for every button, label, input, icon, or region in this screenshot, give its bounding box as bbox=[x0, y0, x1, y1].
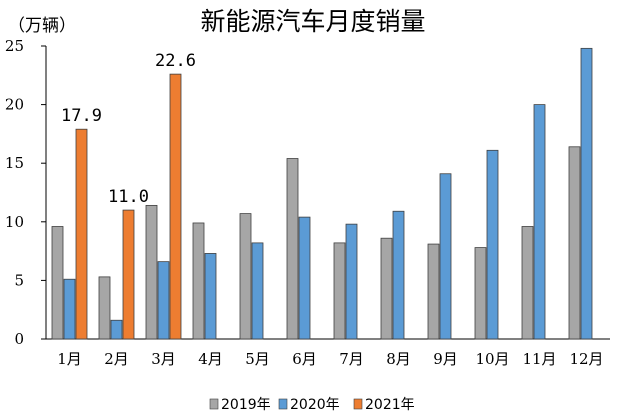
bar-2020年-5月 bbox=[251, 242, 264, 340]
y-tick-label: 10 bbox=[5, 213, 24, 231]
legend: 2019年 2020年 2021年 bbox=[209, 397, 415, 413]
y-tick-label: 20 bbox=[5, 96, 24, 114]
bar-2019年-1月 bbox=[51, 226, 64, 340]
bar-2020年-8月 bbox=[392, 210, 405, 340]
bar-2020年-3月 bbox=[157, 261, 170, 340]
bar-2019年-9月 bbox=[427, 243, 440, 340]
bar-2020年-6月 bbox=[298, 216, 311, 340]
y-tick-labels: 0 5 10 15 20 25 bbox=[5, 37, 46, 348]
x-tick-label: 8月 bbox=[386, 350, 411, 368]
bar-2019年-10月 bbox=[474, 247, 487, 340]
legend-label-2020年: 2020年 bbox=[290, 397, 340, 413]
y-tick-label: 5 bbox=[14, 271, 24, 289]
x-tick-label: 12月 bbox=[569, 350, 603, 368]
x-tick-label: 6月 bbox=[292, 350, 317, 368]
x-tick-label: 9月 bbox=[433, 350, 458, 368]
x-tick-label: 2月 bbox=[104, 350, 129, 368]
bar-2019年-5月 bbox=[239, 213, 252, 340]
bar-2019年-4月 bbox=[192, 222, 205, 340]
x-tick-label: 3月 bbox=[151, 350, 176, 368]
bar-2019年-11月 bbox=[521, 226, 534, 340]
x-tick-label: 7月 bbox=[339, 350, 364, 368]
bar-2020年-9月 bbox=[439, 173, 452, 340]
bar-2021年-1月 bbox=[75, 128, 88, 340]
data-label: 22.6 bbox=[155, 51, 196, 71]
x-tick-label: 1月 bbox=[57, 350, 82, 368]
bar-2020年-4月 bbox=[204, 253, 217, 340]
bar-2019年-3月 bbox=[145, 204, 158, 340]
y-tick-label: 25 bbox=[5, 37, 24, 55]
x-tick-label: 4月 bbox=[198, 350, 223, 368]
data-labels: 17.9 11.0 22.6 bbox=[61, 51, 196, 207]
y-tick-label: 15 bbox=[5, 154, 24, 172]
y-unit-label: （万辆） bbox=[8, 16, 76, 36]
bar-2020年-12月 bbox=[580, 47, 593, 340]
bar-2019年-6月 bbox=[286, 158, 299, 340]
data-label: 11.0 bbox=[108, 187, 149, 207]
chart-title: 新能源汽车月度销量 bbox=[200, 7, 425, 36]
x-tick-label: 10月 bbox=[475, 350, 509, 368]
legend-swatch-2020年 bbox=[278, 398, 288, 410]
bar-marks bbox=[51, 47, 593, 340]
bar-2020年-7月 bbox=[345, 223, 358, 340]
bar-2020年-11月 bbox=[533, 104, 546, 340]
bar-2019年-12月 bbox=[568, 146, 581, 340]
x-tick-labels: 1月 2月 3月 4月 5月 6月 7月 8月 9月 10月 11月 12月 bbox=[57, 350, 603, 368]
bar-2019年-7月 bbox=[333, 242, 346, 340]
legend-swatch-2019年 bbox=[209, 398, 219, 410]
x-tick-label: 11月 bbox=[522, 350, 556, 368]
legend-label-2019年: 2019年 bbox=[221, 397, 271, 413]
bar-2019年-8月 bbox=[380, 237, 393, 340]
bar-2020年-2月 bbox=[110, 319, 123, 340]
bar-2020年-1月 bbox=[63, 278, 76, 340]
legend-swatch-2021年 bbox=[353, 398, 363, 410]
data-label: 17.9 bbox=[61, 106, 102, 126]
bar-2021年-2月 bbox=[122, 209, 135, 340]
bar-2019年-2月 bbox=[98, 276, 111, 340]
legend-label-2021年: 2021年 bbox=[365, 397, 415, 413]
bar-2020年-10月 bbox=[486, 149, 499, 340]
y-tick-label: 0 bbox=[14, 330, 24, 348]
x-tick-label: 5月 bbox=[245, 350, 270, 368]
bar-2021年-3月 bbox=[169, 73, 182, 340]
